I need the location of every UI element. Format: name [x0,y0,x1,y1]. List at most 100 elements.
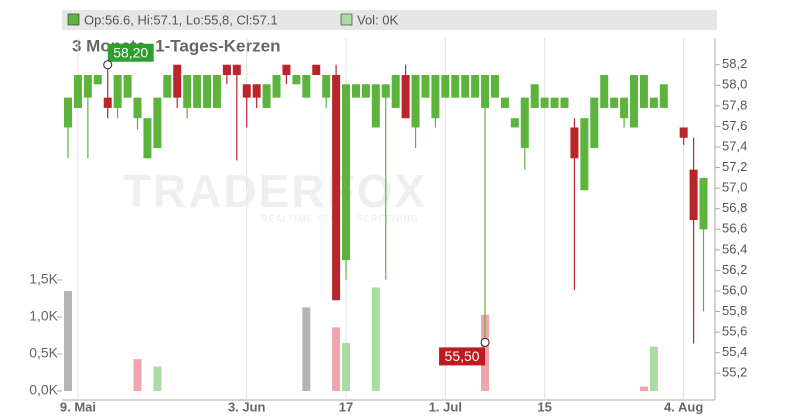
candle-body [381,84,390,98]
candle-body [262,84,271,108]
annotation-label: 58,20 [113,44,148,60]
volume-bar [133,359,142,391]
candle-body [322,75,331,98]
candle-body [212,75,221,108]
y-tick-label: 57,2 [722,159,747,174]
candle-body [113,75,122,108]
candle-body [639,75,648,108]
volume-bar [332,327,341,391]
annotation-box [107,43,154,62]
volume-tick-label: 0,5K [29,345,58,361]
volume-bar [302,307,311,391]
candle-body [123,75,132,98]
x-tick-label: 3. Jun [228,399,266,414]
candle-body [153,97,162,149]
candle-body [421,75,430,98]
candle-body [490,75,499,98]
candle-body [590,97,599,149]
y-tick-label: 58,2 [722,56,747,71]
x-tick-label: 4. Aug [664,399,703,414]
candle-body [83,75,92,98]
volume-tick-label: 1,5K [29,271,58,287]
candle-body [282,64,291,76]
y-tick-label: 57,4 [722,138,747,153]
candle-body [500,97,509,108]
y-tick-label: 56,2 [722,262,747,277]
candle-body [361,84,370,98]
candle-body [391,75,400,108]
candle-body [620,97,629,119]
volume-bar [639,386,648,391]
candle-body [302,75,311,98]
candle-body [560,97,569,108]
candle-body [441,75,450,98]
candle-body [481,75,490,108]
volume-legend-text: Vol: 0K [357,12,399,27]
candle-body [630,75,639,128]
watermark: TRADERFOX [123,165,427,217]
candle-body [689,169,698,221]
y-tick-label: 56,6 [722,221,747,236]
candle-body [272,75,281,98]
legend-swatch [67,13,80,26]
y-tick-label: 56,8 [722,200,747,215]
candle-body [203,75,212,108]
candle-body [610,97,619,108]
y-tick-label: 55,6 [722,324,747,339]
candle-body [93,75,102,85]
y-tick-label: 56,4 [722,241,747,256]
candle-body [163,75,172,98]
candle-body [232,64,241,76]
candle-body [133,97,142,119]
annotation-marker [103,60,113,70]
candle-body [183,75,192,108]
y-tick-label: 58,0 [722,77,747,92]
y-tick-label: 57,0 [722,180,747,195]
candle-body [530,84,539,108]
x-tick-label: 17 [339,399,353,414]
volume-tick-label: 0,0K [29,382,58,398]
header-bar [62,10,717,30]
y-tick-label: 55,2 [722,365,747,380]
candle-body [332,75,341,301]
volume-bar [64,291,72,391]
candle-body [649,97,658,108]
candle-body [173,64,182,98]
candle-body [540,97,549,108]
candle-body [550,97,559,108]
candle-body [451,75,460,98]
candle-body [64,97,72,128]
x-tick-label: 15 [537,399,551,414]
volume-legend-swatch [340,13,353,26]
volume-bar [153,366,162,391]
candle-body [371,84,380,128]
subtitle: 3 Monate, 1-Tages-Kerzen [72,36,280,55]
y-tick-label: 57,6 [722,118,747,133]
candle-body [401,75,410,119]
candle-body [461,75,470,98]
candle-body [580,118,589,191]
x-tick-label: 9. Mai [60,399,96,414]
candle-body [292,75,301,85]
candle-body [411,75,420,128]
candle-body [659,84,668,108]
candle-body [242,84,251,98]
candle-body [143,118,152,159]
candle-body [600,75,609,108]
candle-body [342,84,351,261]
y-tick-label: 57,8 [722,97,747,112]
y-tick-label: 55,4 [722,344,747,359]
volume-bar [371,287,380,391]
candle-body [312,64,321,76]
y-tick-label: 55,8 [722,303,747,318]
candle-body [570,127,579,159]
annotation-marker [480,337,490,347]
volume-bar [649,346,658,391]
annotation-label: 55,50 [445,348,480,364]
candle-body [222,64,231,76]
candle-body [471,75,480,98]
annotation-box [439,347,486,366]
candle-body [73,75,82,108]
y-tick-label: 56,0 [722,282,747,297]
